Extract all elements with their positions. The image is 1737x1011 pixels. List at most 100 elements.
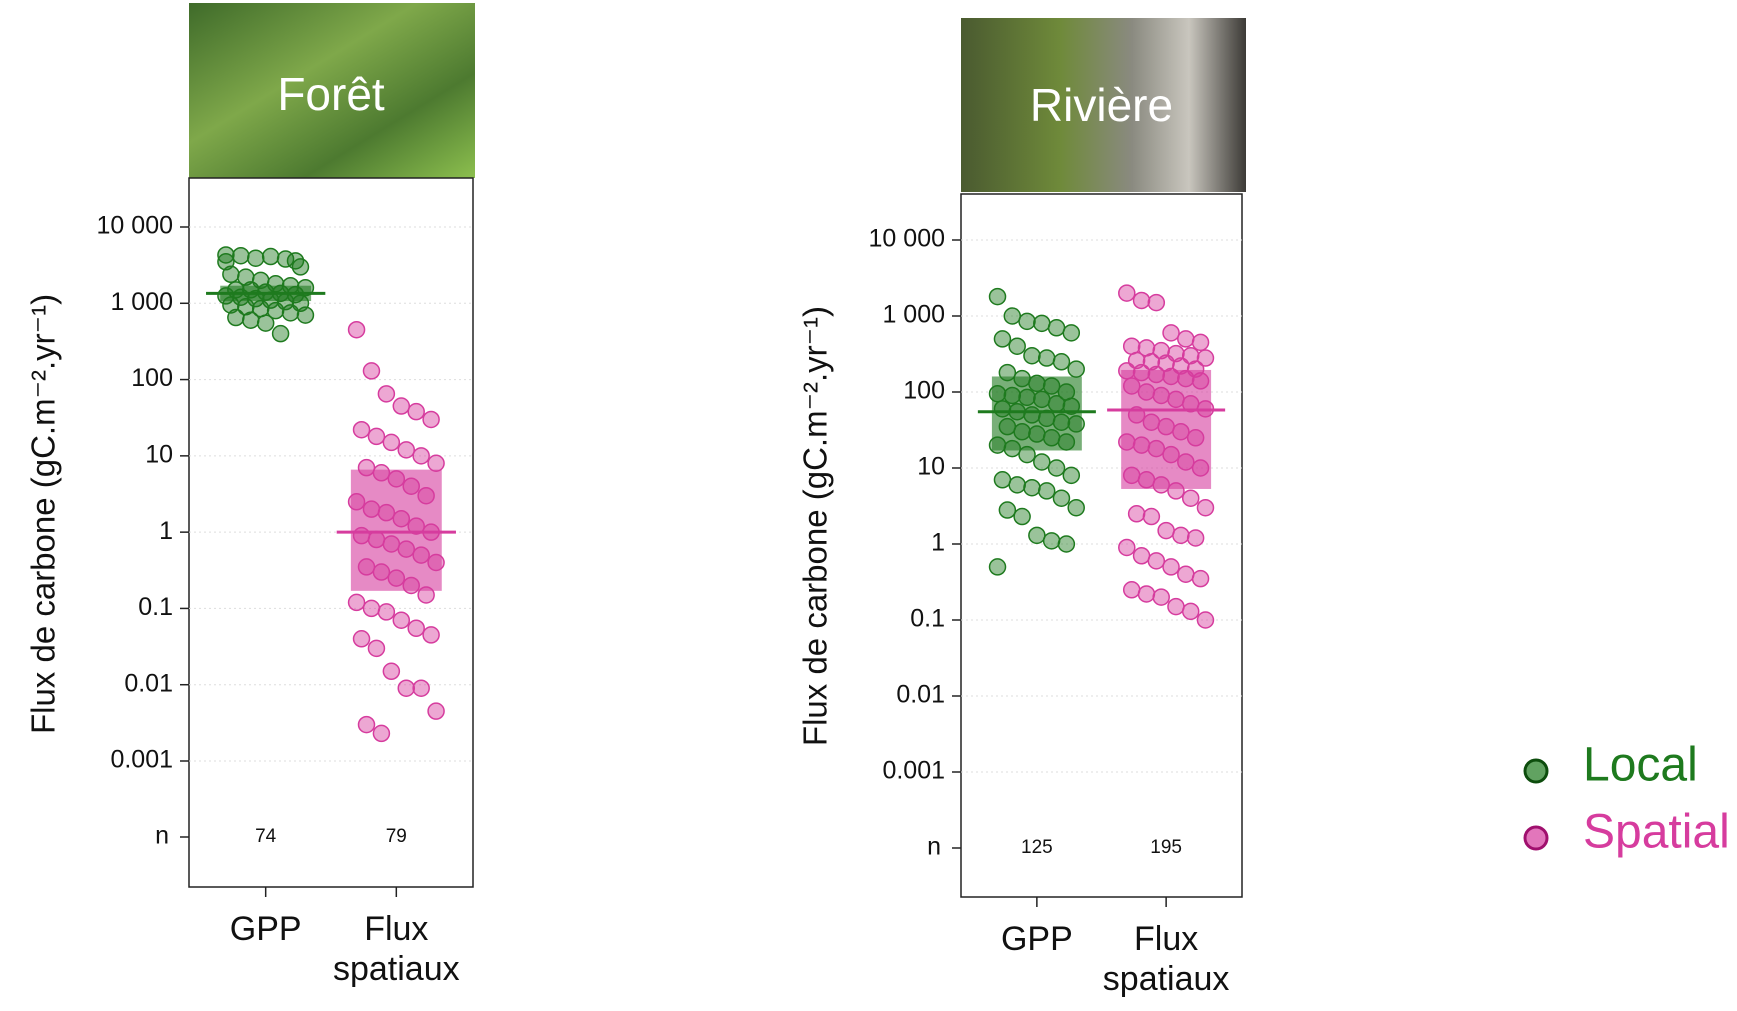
legend-marker: [1523, 758, 1549, 784]
n-count: 125: [1021, 837, 1053, 858]
point: [217, 246, 235, 264]
point: [1003, 439, 1022, 458]
y-tick-label: 1 000: [110, 288, 173, 316]
point: [1047, 459, 1066, 477]
x-tick-label-box: Flux spatiaux: [333, 910, 460, 988]
y-tick-label: 1 000: [882, 301, 945, 329]
point: [988, 287, 1007, 306]
point: [266, 301, 285, 320]
point: [286, 252, 305, 270]
point: [1181, 489, 1200, 507]
point: [988, 384, 1007, 403]
point: [347, 320, 366, 339]
point: [1052, 489, 1071, 507]
point: [347, 493, 366, 511]
point: [1033, 390, 1051, 409]
point: [1157, 417, 1175, 436]
point: [1013, 369, 1031, 388]
point: [1186, 529, 1205, 547]
point: [387, 569, 406, 587]
point: [1118, 538, 1136, 557]
point: [1191, 459, 1210, 477]
point: [1018, 312, 1036, 331]
point: [357, 558, 376, 576]
series-group: [1107, 284, 1226, 629]
point: [397, 540, 416, 558]
y-tick-label: 0.001: [110, 746, 173, 774]
point: [1067, 498, 1085, 517]
point: [352, 526, 371, 545]
point: [377, 385, 396, 403]
point: [427, 702, 445, 720]
point: [1137, 383, 1156, 401]
point: [357, 715, 376, 734]
point: [1003, 386, 1022, 405]
n-label: n: [927, 833, 941, 861]
point: [1147, 552, 1166, 570]
point: [1162, 367, 1180, 386]
x-tick-label-box: Flux spatiaux: [1103, 920, 1230, 998]
forest-photo: [189, 3, 475, 178]
point: [998, 417, 1017, 436]
point: [1172, 526, 1190, 545]
y-tick-label: 1: [159, 517, 173, 545]
point: [1033, 314, 1051, 333]
point: [1167, 390, 1185, 409]
point: [1047, 319, 1066, 337]
point: [352, 420, 371, 439]
point: [377, 603, 396, 621]
y-tick-label: 100: [131, 364, 173, 392]
point: [1067, 360, 1085, 378]
point: [1042, 429, 1061, 447]
point: [1196, 498, 1215, 517]
y-tick-label: 10 000: [97, 212, 173, 240]
point: [296, 306, 315, 324]
river-photo: [961, 18, 1246, 192]
legend-label: Local: [1583, 739, 1698, 792]
point: [988, 436, 1007, 454]
point: [1162, 558, 1180, 576]
point: [1142, 353, 1161, 371]
point: [1008, 476, 1026, 494]
point: [362, 599, 381, 618]
y-tick-label: 1: [931, 529, 945, 557]
point: [1052, 413, 1071, 431]
panel-title: Rivière: [1030, 79, 1173, 131]
x-tick-label: GPP: [229, 910, 302, 948]
point: [422, 410, 440, 429]
point: [1172, 422, 1190, 441]
point: [382, 433, 401, 452]
point: [1186, 429, 1205, 447]
point: [232, 246, 250, 265]
y-tick-label: 100: [903, 377, 945, 405]
point: [1067, 415, 1085, 433]
point: [1023, 478, 1041, 497]
point: [1127, 505, 1146, 523]
legend-marker: [1523, 825, 1549, 851]
point: [427, 553, 445, 572]
point: [1037, 482, 1056, 500]
point: [988, 558, 1007, 576]
point: [1196, 349, 1215, 367]
point: [1162, 445, 1180, 464]
point: [1062, 324, 1081, 342]
point: [1142, 413, 1161, 431]
point: [1057, 535, 1076, 553]
plot-frame: [960, 193, 1243, 898]
point: [352, 630, 371, 648]
y-tick-label: 0.01: [124, 669, 173, 697]
point: [422, 626, 440, 644]
point: [1118, 284, 1136, 302]
point: [1132, 291, 1151, 310]
point: [1028, 526, 1046, 545]
x-tick-label-box: GPP: [229, 910, 302, 948]
point: [407, 517, 425, 535]
point: [1122, 377, 1141, 395]
point: [1132, 547, 1151, 565]
x-tick-label: GPP: [1000, 920, 1073, 958]
point: [1018, 388, 1036, 407]
point: [427, 454, 445, 472]
point: [397, 441, 416, 459]
point: [296, 278, 315, 297]
panel-title: Forêt: [277, 68, 385, 120]
